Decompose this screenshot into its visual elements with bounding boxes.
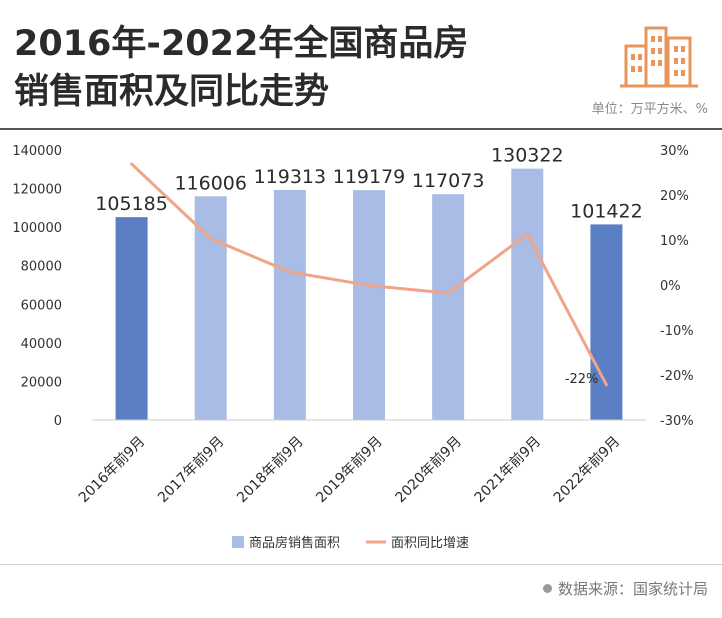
bottom-divider [0, 564, 722, 565]
bar-value-label: 119179 [333, 166, 406, 188]
right-tick-label: -20% [660, 369, 694, 384]
x-tick-label: 2020年前9月 [392, 433, 465, 506]
bullet-icon [542, 584, 552, 593]
growth-point [288, 270, 292, 274]
right-tick-label: 20% [660, 189, 689, 204]
bar-value-label: 105185 [95, 193, 168, 215]
x-tick-label: 2021年前9月 [471, 433, 544, 506]
growth-point [209, 237, 213, 241]
unit-label: 单位：万平方米、% [591, 102, 708, 117]
bar [273, 189, 306, 420]
x-tick-label: 2019年前9月 [313, 433, 386, 506]
right-tick-label: 0% [660, 279, 681, 294]
right-tick-label: 30% [660, 144, 689, 159]
title-line-1: 2016年-2022年全国商品房 [14, 24, 469, 64]
x-axis-labels: 2016年前9月 2017年前9月 2018年前9月 2019年前9月 2020年前9月… [75, 433, 623, 506]
x-tick-label: 2018年前9月 [233, 433, 306, 506]
legend: 商品房销售面积 面积同比增速 [232, 535, 469, 551]
bar [590, 224, 623, 420]
legend-line-label: 面积同比增速 [391, 536, 469, 551]
bar-value-label: 101422 [570, 200, 643, 222]
x-tick-label: 2016年前9月 [75, 433, 148, 506]
bar-value-label: 119313 [254, 166, 327, 188]
growth-point [525, 232, 529, 236]
bar [194, 196, 227, 420]
x-tick-label: 2017年前9月 [154, 433, 227, 506]
left-tick-label: 40000 [21, 337, 62, 352]
bar [432, 194, 465, 420]
growth-point [130, 162, 134, 166]
bar-value-label: 117073 [412, 170, 485, 192]
left-tick-label: 0 [54, 414, 62, 429]
buildings-icon [620, 26, 698, 88]
legend-bar-swatch [232, 536, 244, 548]
left-tick-label: 120000 [12, 183, 62, 198]
bar [353, 190, 385, 420]
legend-bar-label: 商品房销售面积 [249, 535, 340, 551]
source-text: 数据来源：国家统计局 [557, 580, 708, 598]
right-axis: -30% -20% -10% 0% 10% 20% 30% [660, 144, 694, 429]
growth-point [446, 291, 450, 295]
left-tick-label: 20000 [21, 375, 62, 390]
chart-title: 2016年-2022年全国商品房 销售面积及同比走势 [14, 20, 468, 116]
bar-value-labels: 105185 116006 119313 119179 117073 130322 1014… [95, 145, 642, 223]
left-axis: 0 20000 40000 60000 80000 100000 120000 140000 [12, 144, 62, 429]
bar [115, 217, 148, 420]
growth-point [604, 383, 608, 387]
right-tick-label: -30% [660, 414, 694, 429]
bar-value-label: 116006 [174, 172, 247, 194]
left-tick-label: 140000 [12, 144, 62, 159]
left-tick-label: 80000 [21, 260, 62, 275]
bar-series [115, 168, 623, 420]
right-tick-label: 10% [660, 234, 689, 249]
line-series: -22% [130, 162, 608, 387]
left-tick-label: 60000 [21, 298, 62, 313]
bar [511, 168, 544, 420]
x-tick-label: 2022年前9月 [550, 433, 623, 506]
title-line-2: 销售面积及同比走势 [14, 72, 330, 112]
bar-value-label: 130322 [491, 145, 564, 167]
source-note: 数据来源：国家统计局 [542, 578, 708, 599]
left-tick-label: 100000 [12, 221, 62, 236]
growth-point [367, 283, 371, 287]
right-tick-label: -10% [660, 324, 694, 339]
growth-point-label: -22% [565, 372, 599, 387]
top-divider [0, 128, 722, 130]
